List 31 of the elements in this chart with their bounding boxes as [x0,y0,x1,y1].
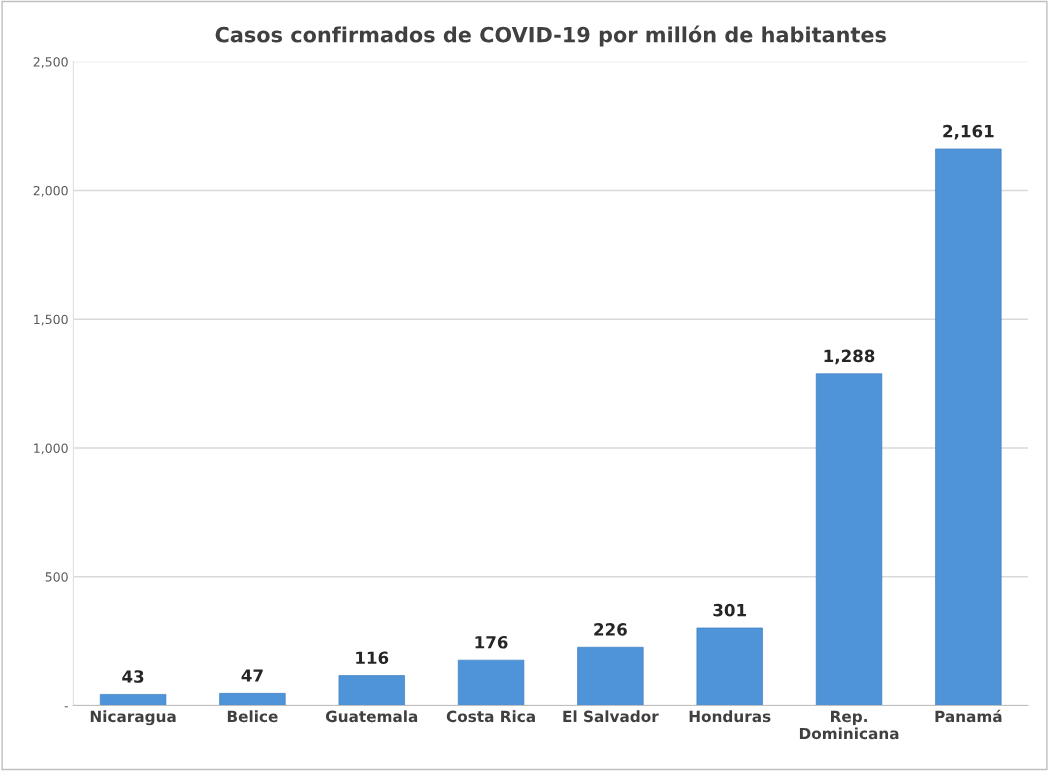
x-tick-label: Panamá [935,709,1002,723]
data-label: 2,161 [943,124,994,140]
x-tick-label: Belice [227,710,278,723]
data-label: 176 [475,635,508,649]
x-tick-label: Honduras [689,710,771,723]
x-tick-label: Nicaragua [90,710,176,726]
chart-title: Casos confirmados de COVID-19 por millón de habitantes [215,25,886,47]
bar [696,627,763,706]
x-tick-label: El Salvador [563,710,659,723]
bar [219,693,286,706]
data-label: 226 [594,623,627,636]
bar [457,659,525,706]
data-label: 43 [122,670,144,683]
y-tick-label: 1,000 [34,443,68,455]
x-tick-label: Guatemala [325,710,418,723]
data-label: 47 [241,669,263,682]
data-label: 1,288 [824,349,875,365]
y-tick-label: - [64,706,68,708]
y-tick-label: 2,500 [33,57,68,68]
bar [815,373,883,706]
bar [338,675,405,706]
y-tick-label: 500 [45,572,68,582]
y-tick-label: 1,500 [34,314,68,326]
bar [935,148,1002,706]
y-tick-label: 2,000 [33,185,68,197]
data-label: 116 [356,651,389,665]
x-tick-label: Rep. Dominicana [799,710,899,740]
bar [99,694,167,706]
x-tick-label: Costa Rica [446,710,535,723]
bar [577,646,644,706]
data-label: 301 [713,603,746,617]
